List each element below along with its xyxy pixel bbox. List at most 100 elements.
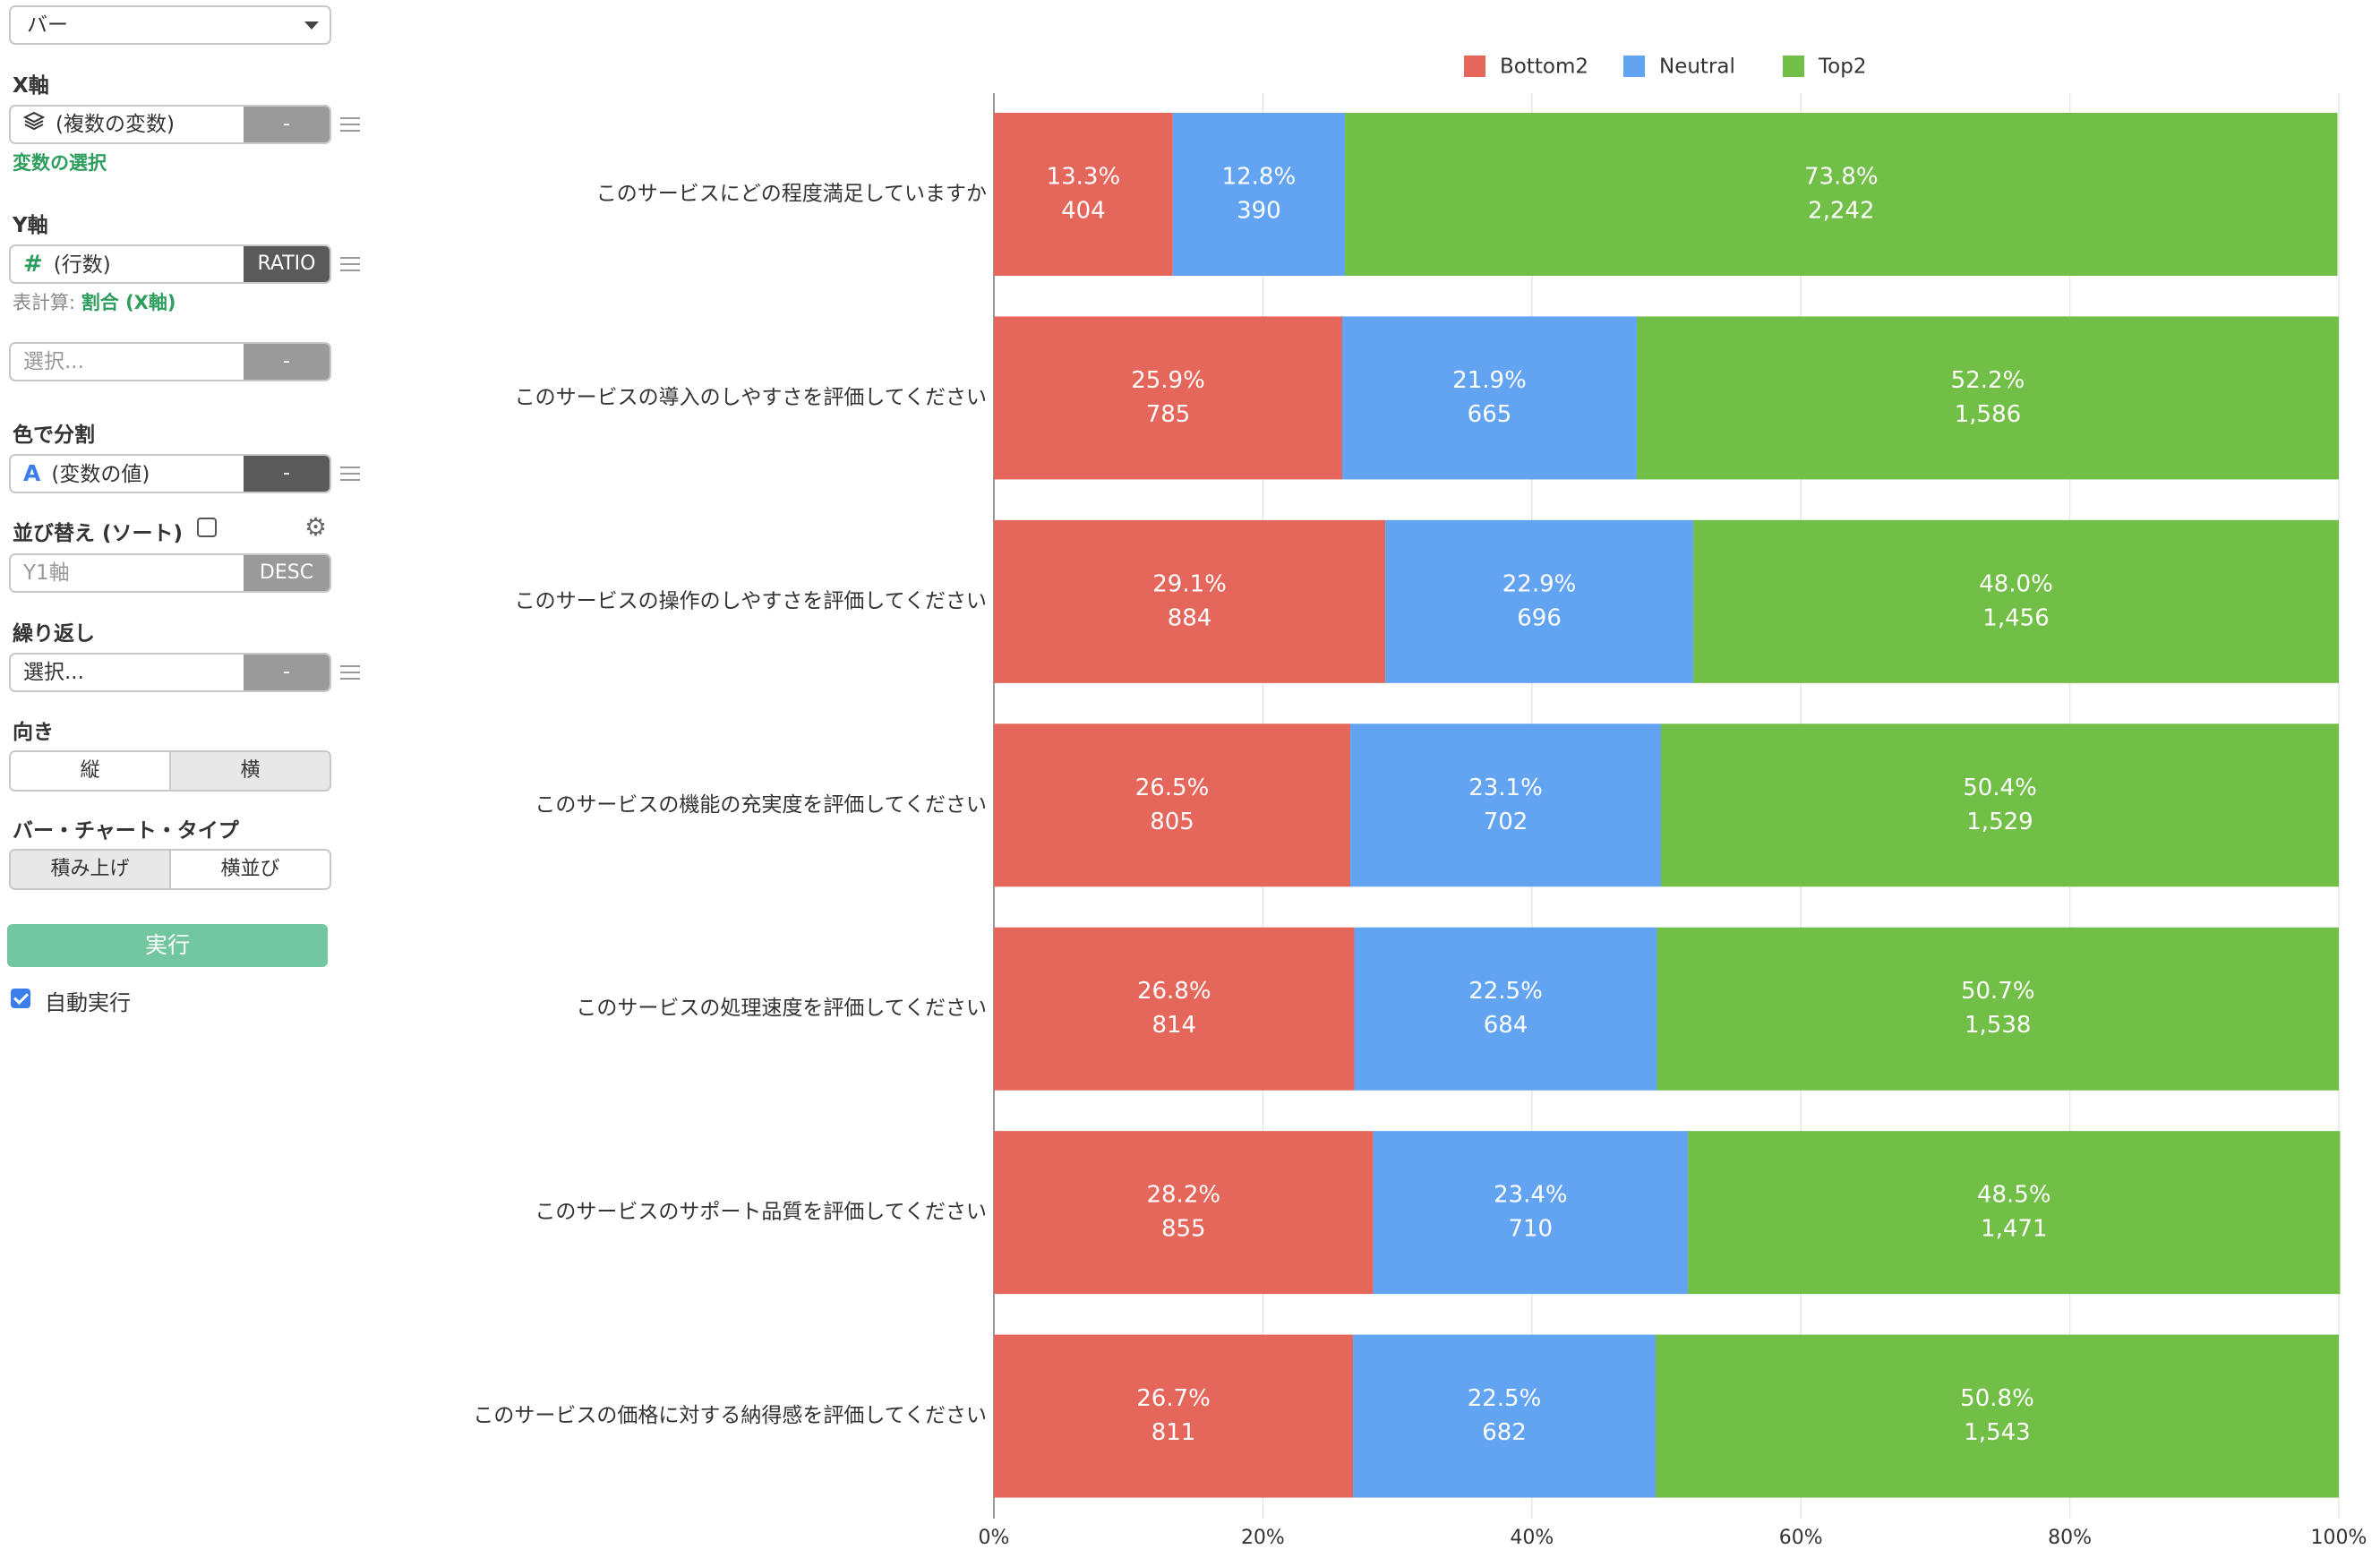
- x-axis-ticks: 0% 20% 40% 60% 80% 100%: [979, 1527, 2367, 1549]
- auto-run-checkbox[interactable]: [11, 989, 30, 1008]
- bar-segment[interactable]: [1688, 1131, 2341, 1295]
- bar-segment[interactable]: [994, 519, 1386, 683]
- bar-segment[interactable]: [1373, 1131, 1689, 1295]
- bar-segment[interactable]: [1345, 113, 2338, 276]
- sort-direction-button[interactable]: DESC: [244, 555, 330, 591]
- bar-count-label: 1,471: [1981, 1216, 2047, 1243]
- extra-axis-option-button[interactable]: -: [244, 344, 330, 380]
- bar-count-label: 1,529: [1966, 809, 2033, 835]
- bar-percent-label: 23.1%: [1468, 775, 1543, 801]
- bar-segment[interactable]: [1385, 519, 1694, 683]
- bars: 13.3% 404 12.8% 390 73.8% 2,242 25.9% 785 21.9% 6…: [994, 113, 2341, 1498]
- x-tick-label: 0%: [979, 1527, 1010, 1549]
- category-labels: このサービスにどの程度満足していますかこのサービスの導入のしやすさを評価してくだ…: [473, 183, 987, 1428]
- color-split-option-button[interactable]: -: [244, 456, 330, 492]
- bar-percent-label: 26.5%: [1135, 775, 1210, 801]
- color-split-value: (変数の値): [51, 463, 150, 486]
- hamburger-icon[interactable]: [340, 113, 360, 136]
- repeat-placeholder: 選択...: [23, 661, 84, 684]
- bar-count-label: 805: [1150, 809, 1194, 835]
- bar-percent-label: 28.2%: [1146, 1182, 1220, 1209]
- gear-icon[interactable]: ⚙: [304, 512, 328, 542]
- sort-checkbox[interactable]: [197, 518, 217, 537]
- bar-segment[interactable]: [994, 113, 1173, 276]
- chart-type-select[interactable]: バー: [9, 5, 331, 45]
- repeat-field[interactable]: 選択... -: [9, 653, 331, 692]
- chevron-down-icon: [304, 21, 319, 30]
- run-button[interactable]: 実行: [7, 924, 328, 967]
- bar-percent-label: 21.9%: [1452, 367, 1527, 394]
- bar-percent-label: 26.7%: [1136, 1385, 1211, 1412]
- bar-segment[interactable]: [1354, 927, 1657, 1091]
- bar-count-label: 1,543: [1964, 1419, 2030, 1446]
- bar-type-toggle[interactable]: 積み上げ 横並び: [9, 849, 331, 890]
- legend-label[interactable]: Neutral: [1659, 56, 1735, 79]
- bar-percent-label: 29.1%: [1152, 570, 1227, 597]
- bar-count-label: 710: [1508, 1216, 1553, 1243]
- bar-count-label: 404: [1061, 198, 1106, 225]
- extra-axis-field[interactable]: 選択... -: [9, 342, 331, 381]
- bar-count-label: 696: [1517, 604, 1562, 631]
- bar-segment[interactable]: [1693, 519, 2339, 683]
- bar-segment[interactable]: [994, 1334, 1354, 1498]
- bar-count-label: 1,456: [1982, 604, 2049, 631]
- bar-percent-label: 50.7%: [1961, 978, 2035, 1005]
- table-calc-info: 表計算: 割合 (X軸): [13, 292, 176, 313]
- bar-segment[interactable]: [994, 927, 1355, 1091]
- bar-count-label: 855: [1161, 1216, 1206, 1243]
- bar-count-label: 785: [1146, 401, 1191, 428]
- bar-segment[interactable]: [1342, 316, 1637, 480]
- category-label: このサービスにどの程度満足していますか: [596, 183, 987, 206]
- auto-run-label: 自動実行: [45, 990, 131, 1015]
- x-axis-option-button[interactable]: -: [244, 107, 330, 142]
- category-label: このサービスの処理速度を評価してください: [576, 997, 987, 1020]
- hamburger-icon[interactable]: [340, 253, 360, 276]
- bar-count-label: 665: [1468, 401, 1512, 428]
- bar-segment[interactable]: [1655, 1334, 2339, 1498]
- bar-count-label: 390: [1237, 198, 1281, 225]
- select-variables-link[interactable]: 変数の選択: [13, 152, 107, 174]
- sort-field[interactable]: Y1軸 DESC: [9, 553, 331, 593]
- bar-segment[interactable]: [1172, 113, 1346, 276]
- bar-percent-label: 22.9%: [1502, 570, 1577, 597]
- bar-type-stacked[interactable]: 積み上げ: [11, 851, 169, 888]
- ratio-button[interactable]: RATIO: [244, 246, 330, 282]
- orientation-horizontal[interactable]: 横: [169, 752, 330, 790]
- y-axis-value: (行数): [53, 253, 111, 277]
- bar-percent-label: 48.0%: [1979, 570, 2053, 597]
- bar-count-label: 702: [1484, 809, 1528, 835]
- bar-segment[interactable]: [994, 316, 1343, 480]
- legend-label[interactable]: Bottom2: [1500, 56, 1588, 79]
- y-axis-field[interactable]: # (行数) RATIO: [9, 244, 331, 284]
- bar-segment[interactable]: [1660, 723, 2339, 887]
- repeat-option-button[interactable]: -: [244, 655, 330, 690]
- orientation-toggle[interactable]: 縦 横: [9, 750, 331, 792]
- sort-label: 並び替え (ソート): [13, 522, 184, 545]
- hamburger-icon[interactable]: [340, 661, 360, 684]
- bar-count-label: 1,586: [1955, 401, 2021, 428]
- bar-segment[interactable]: [994, 1131, 1374, 1295]
- legend: Bottom2 Neutral Top2: [1464, 56, 1866, 79]
- letter-a-icon: A: [23, 460, 41, 486]
- color-split-field[interactable]: A (変数の値) -: [9, 454, 331, 493]
- bar-percent-label: 12.8%: [1222, 164, 1297, 191]
- extra-axis-placeholder: 選択...: [23, 350, 84, 373]
- table-calc-link[interactable]: 割合 (X軸): [81, 292, 176, 313]
- x-axis-field[interactable]: (複数の変数) -: [9, 105, 331, 144]
- bar-segment[interactable]: [1657, 927, 2339, 1091]
- bar-percent-label: 73.8%: [1804, 164, 1879, 191]
- legend-swatch: [1464, 56, 1485, 77]
- orientation-vertical[interactable]: 縦: [11, 752, 169, 790]
- bar-percent-label: 50.8%: [1960, 1385, 2034, 1412]
- hamburger-icon[interactable]: [340, 462, 360, 485]
- legend-label[interactable]: Top2: [1818, 56, 1866, 79]
- legend-swatch: [1623, 56, 1645, 77]
- sort-placeholder: Y1軸: [23, 561, 70, 585]
- bar-segment[interactable]: [1350, 723, 1661, 887]
- y-axis-label: Y軸: [13, 214, 48, 237]
- bar-segment[interactable]: [1636, 316, 2339, 480]
- bar-type-side-by-side[interactable]: 横並び: [169, 851, 330, 888]
- bar-segment[interactable]: [1353, 1334, 1656, 1498]
- hash-icon: #: [23, 251, 43, 278]
- bar-segment[interactable]: [994, 723, 1351, 887]
